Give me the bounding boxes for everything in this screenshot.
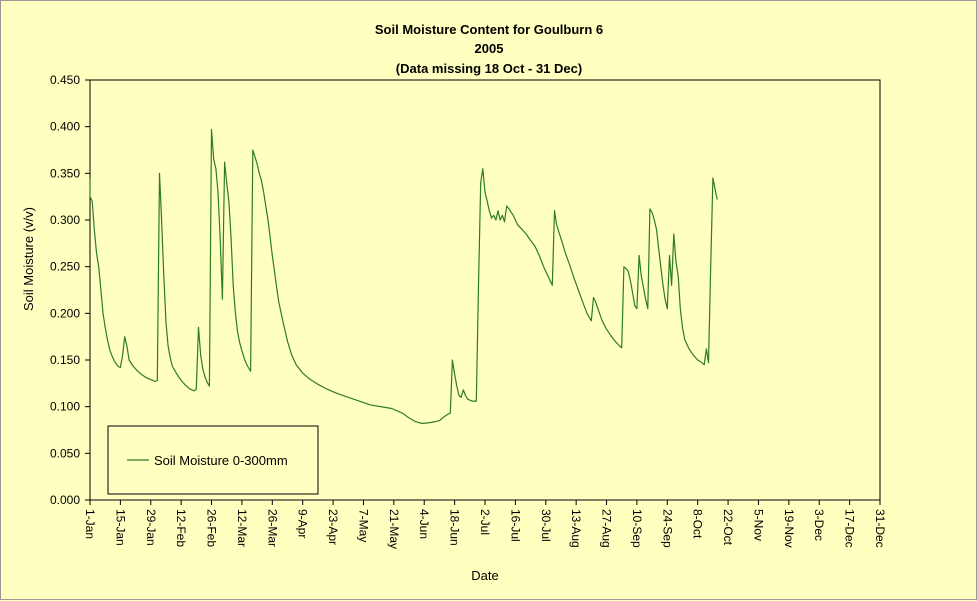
x-tick-label: 26-Feb [205,509,219,547]
x-tick-label: 31-Dec [873,509,887,548]
x-tick-label: 18-Jun [448,509,462,546]
x-tick-label: 15-Jan [113,509,127,546]
y-tick-label: 0.450 [50,73,80,87]
x-tick-label: 9-Apr [296,509,310,538]
series-line-soil-moisture [89,128,718,425]
series-layer [89,128,718,425]
x-tick-label: 4-Jun [417,509,431,539]
x-tick-label: 29-Jan [144,509,158,546]
axes: 0.000 0.050 0.100 0.150 0.200 0.250 0.300 0.350… [50,73,887,549]
chart-title: Soil Moisture Content for Goulburn 6 [375,22,603,37]
x-tick-label: 19-Nov [782,509,796,548]
x-tick-label: 13-Aug [569,509,583,548]
x-tick-label: 23-Apr [326,509,340,545]
y-tick-label: 0.350 [50,166,80,180]
x-tick-label: 5-Nov [751,509,765,541]
y-tick-label: 0.100 [50,400,80,414]
x-tick-label: 2-Jul [478,509,492,535]
y-tick-label: 0.300 [50,213,80,227]
x-tick-label: 30-Jul [539,509,553,542]
x-tick-label: 27-Aug [600,509,614,548]
x-tick-label: 10-Sep [630,509,644,548]
chart-note: (Data missing 18 Oct - 31 Dec) [396,61,582,76]
legend-label: Soil Moisture 0-300mm [154,453,288,468]
y-tick-label: 0.200 [50,306,80,320]
x-tick-label: 1-Jan [83,509,97,539]
x-tick-label: 26-Mar [265,509,279,547]
chart-subtitle: 2005 [475,41,504,56]
y-tick-label: 0.050 [50,446,80,460]
x-tick-label: 21-May [387,509,401,549]
y-tick-label: 0.150 [50,353,80,367]
legend: Soil Moisture 0-300mm [107,425,319,495]
y-tick-label: 0.000 [50,493,80,507]
x-tick-label: 7-May [356,509,370,542]
x-tick-label: 22-Oct [721,509,735,546]
y-tick-label: 0.400 [50,120,80,134]
x-tick-label: 17-Dec [843,509,857,548]
x-axis-label: Date [471,568,498,583]
y-axis-label: Soil Moisture (v/v) [21,207,36,311]
y-tick-label: 0.250 [50,260,80,274]
x-tick-label: 3-Dec [812,509,826,541]
x-tick-label: 12-Mar [235,509,249,547]
x-tick-label: 16-Jul [508,509,522,542]
x-tick-label: 12-Feb [174,509,188,547]
x-tick-label: 24-Sep [660,509,674,548]
x-tick-label: 8-Oct [691,509,705,539]
